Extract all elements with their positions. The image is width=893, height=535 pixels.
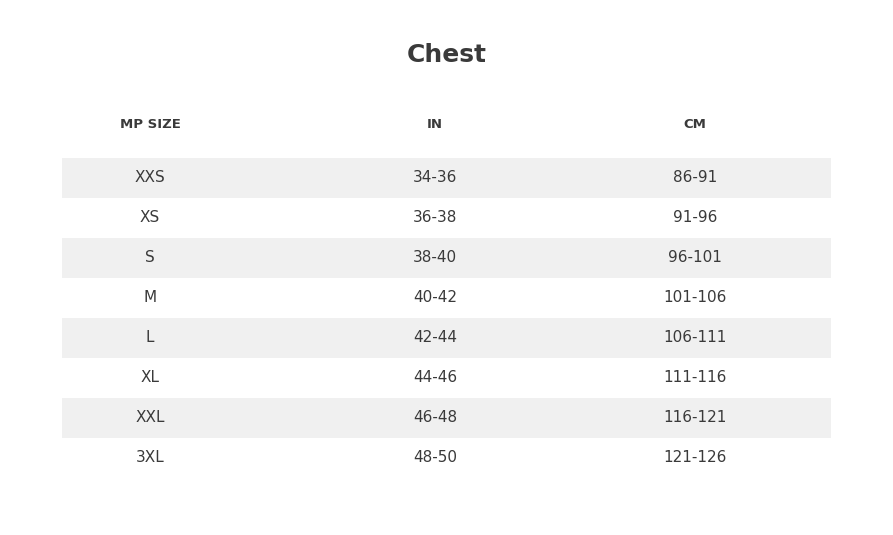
Text: 86-91: 86-91 xyxy=(672,171,717,186)
Bar xyxy=(62,238,831,278)
Text: XS: XS xyxy=(140,210,160,225)
Text: 3XL: 3XL xyxy=(136,450,164,465)
Bar xyxy=(62,438,831,478)
Text: CM: CM xyxy=(683,118,706,131)
Text: M: M xyxy=(144,291,156,305)
Text: MP SIZE: MP SIZE xyxy=(120,118,180,131)
Text: 101-106: 101-106 xyxy=(663,291,726,305)
Text: Chest: Chest xyxy=(406,43,487,67)
Text: 48-50: 48-50 xyxy=(413,450,457,465)
Text: XXS: XXS xyxy=(135,171,165,186)
Text: 34-36: 34-36 xyxy=(413,171,457,186)
Bar xyxy=(62,398,831,438)
Text: L: L xyxy=(146,331,154,346)
Text: 106-111: 106-111 xyxy=(663,331,726,346)
Text: 116-121: 116-121 xyxy=(663,410,726,425)
Bar xyxy=(62,278,831,318)
Text: 44-46: 44-46 xyxy=(413,371,457,386)
Text: 91-96: 91-96 xyxy=(672,210,717,225)
Bar xyxy=(62,198,831,238)
Text: 38-40: 38-40 xyxy=(413,250,457,265)
Text: XXL: XXL xyxy=(135,410,165,425)
Text: 96-101: 96-101 xyxy=(668,250,722,265)
Text: 40-42: 40-42 xyxy=(413,291,457,305)
Bar xyxy=(62,318,831,358)
Text: 111-116: 111-116 xyxy=(663,371,726,386)
Text: XL: XL xyxy=(140,371,160,386)
Text: IN: IN xyxy=(427,118,443,131)
Bar xyxy=(62,158,831,198)
Text: 36-38: 36-38 xyxy=(413,210,457,225)
Text: 46-48: 46-48 xyxy=(413,410,457,425)
Text: 42-44: 42-44 xyxy=(413,331,457,346)
Bar xyxy=(62,358,831,398)
Text: 121-126: 121-126 xyxy=(663,450,726,465)
Text: S: S xyxy=(146,250,154,265)
